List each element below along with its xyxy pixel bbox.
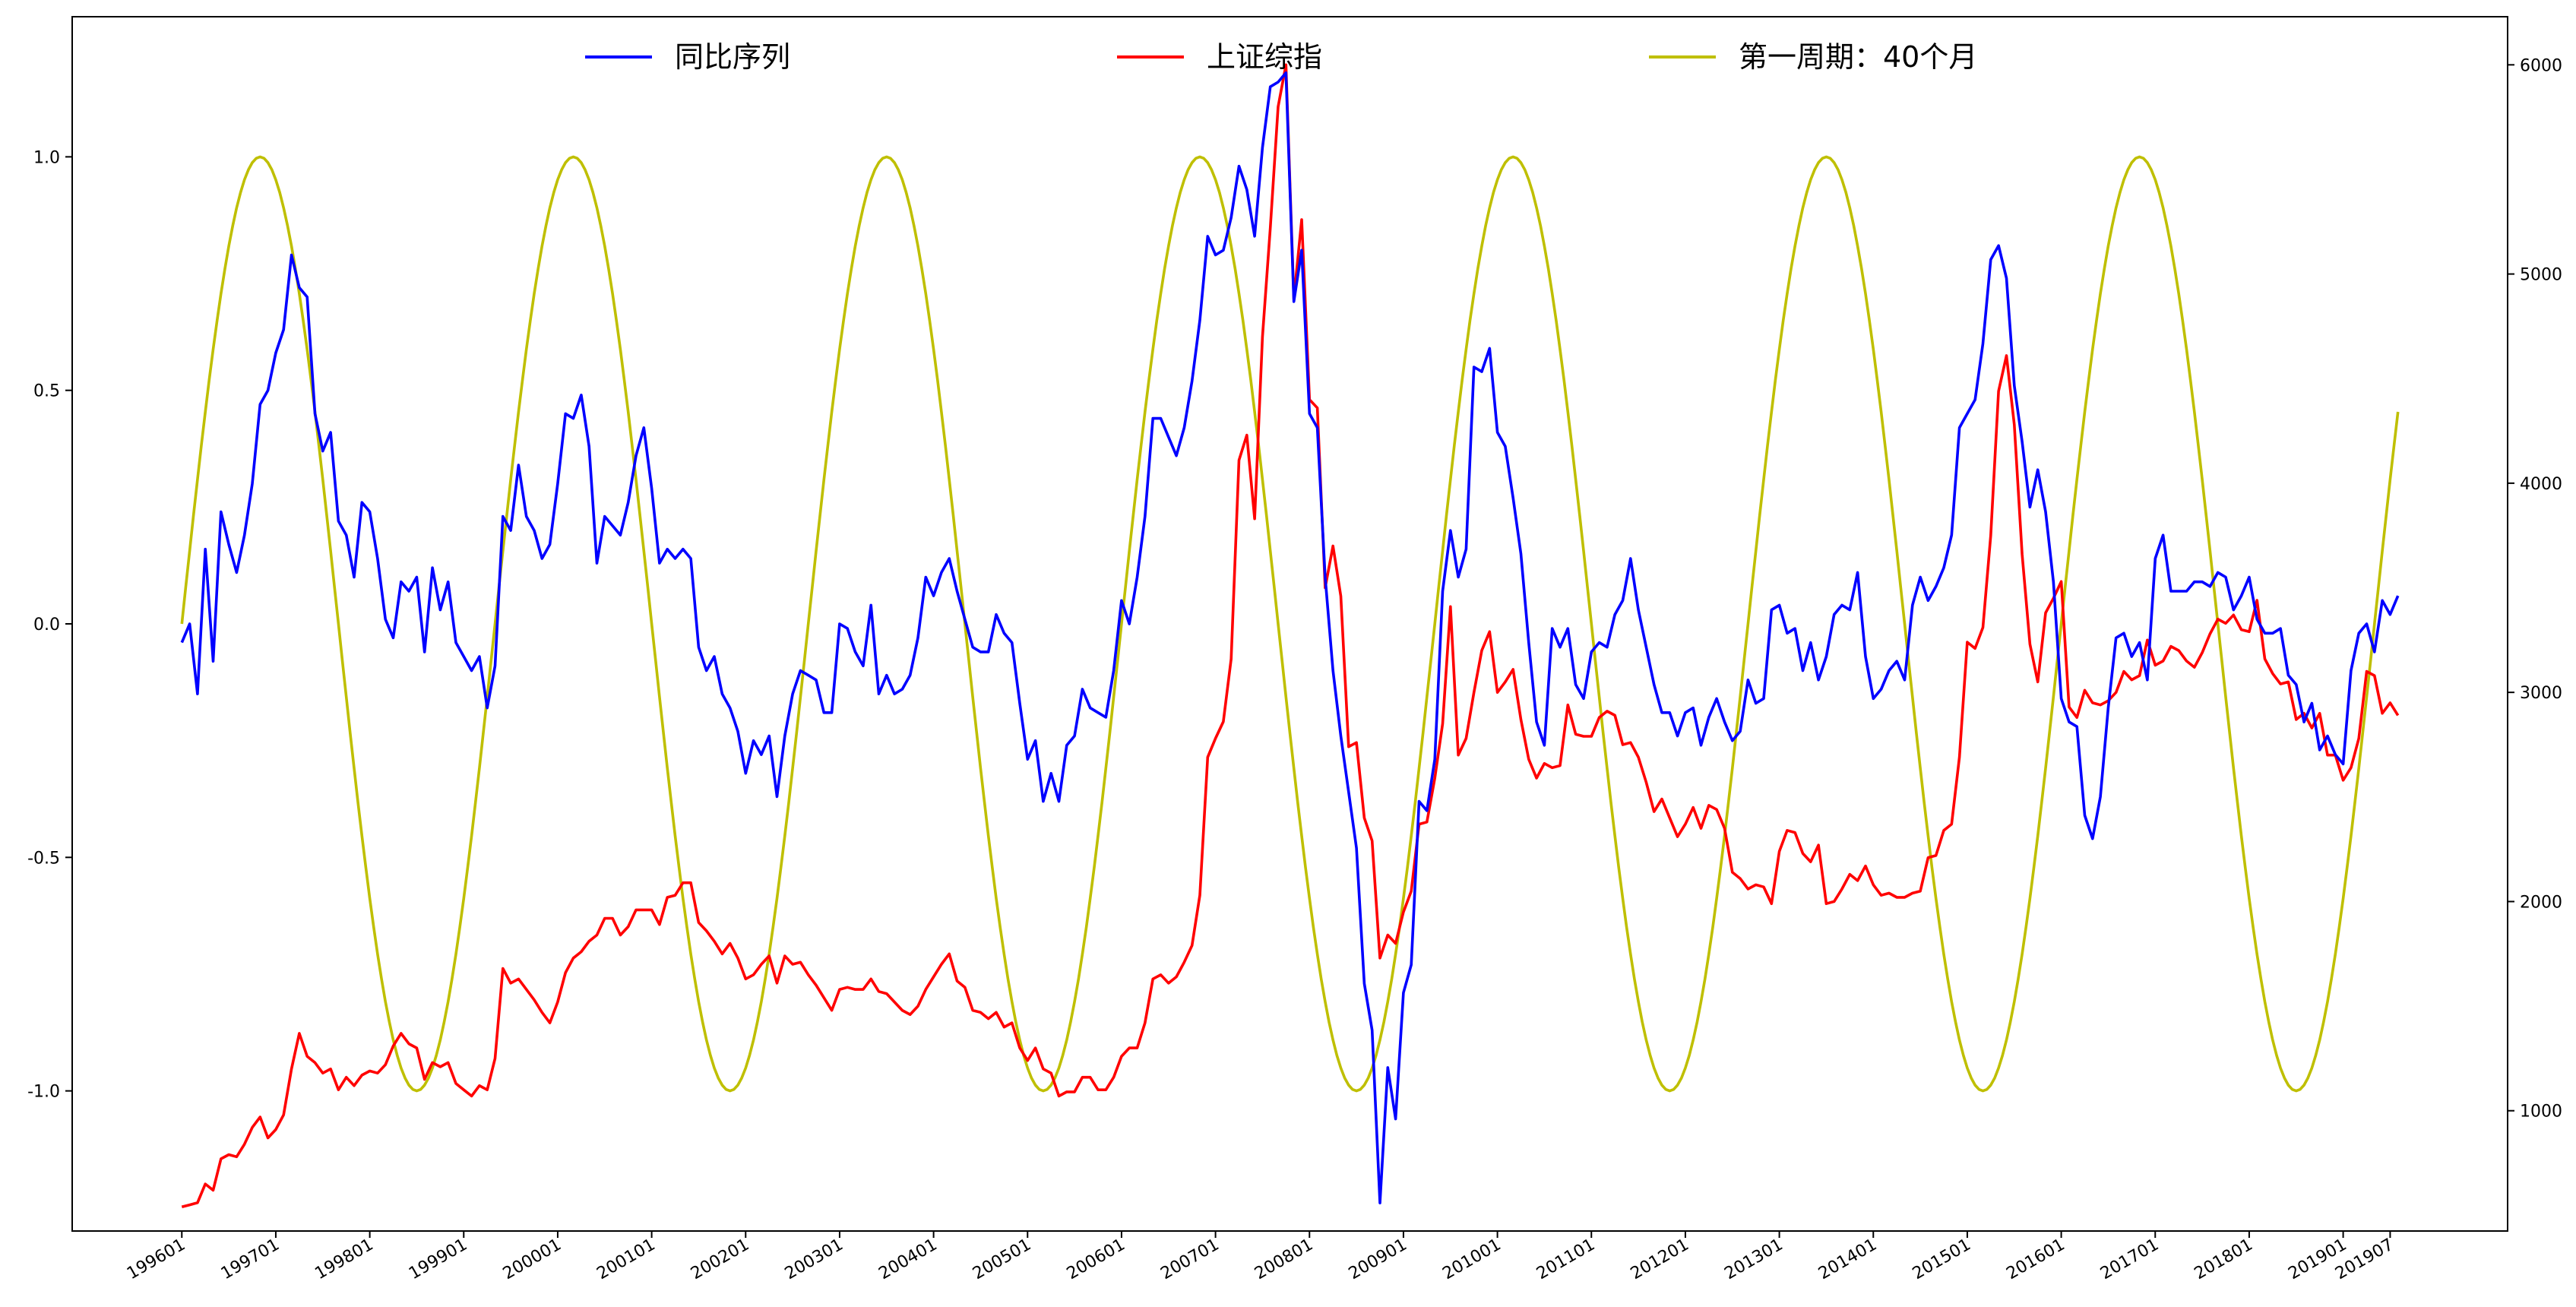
right-y-axis: 1000 2000 3000 4000 5000 6000	[2508, 56, 2562, 1122]
right-y-tick-label: 1000	[2520, 1103, 2562, 1122]
left-y-tick-label: 1.0	[33, 148, 60, 167]
series-40-month-cycle-line	[180, 155, 2400, 1093]
legend-label: 上证综指	[1207, 40, 1322, 74]
legend-label: 同比序列	[675, 40, 790, 74]
right-y-tick-label: 3000	[2520, 684, 2562, 703]
left-y-axis: 1.0 0.5 0.0 -0.5 -1.0	[27, 148, 72, 1102]
legend-label: 第一周期：40个月	[1739, 40, 1977, 74]
left-y-tick-label: 0.5	[33, 382, 60, 401]
left-y-tick-label: -1.0	[27, 1083, 60, 1102]
right-y-tick-label: 2000	[2520, 893, 2562, 912]
right-y-tick-label: 4000	[2520, 475, 2562, 494]
legend: 同比序列 上证综指 第一周期：40个月	[585, 40, 1977, 74]
right-y-tick-label: 6000	[2520, 56, 2562, 75]
right-y-tick-label: 5000	[2520, 266, 2562, 285]
series-layer	[180, 63, 2400, 1209]
left-y-tick-label: -0.5	[27, 849, 60, 868]
series-yoy-line	[180, 71, 2400, 1204]
left-y-tick-label: 0.0	[33, 616, 60, 635]
plot-area	[180, 63, 2400, 1209]
